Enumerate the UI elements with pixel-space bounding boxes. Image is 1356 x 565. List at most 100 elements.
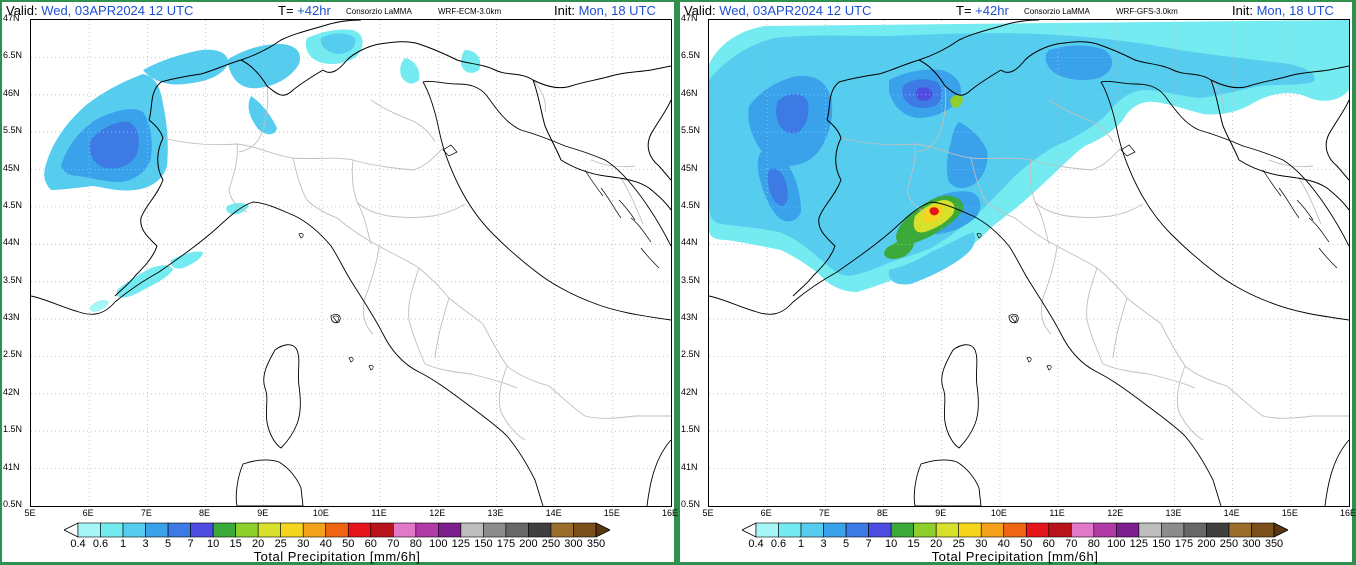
- colorbar-level-label: 25: [952, 538, 965, 550]
- precip-area: [767, 168, 788, 206]
- longitude-label: 6E: [760, 508, 772, 518]
- longitude-label: 15E: [1281, 508, 1298, 518]
- latitude-label: 44N: [681, 237, 698, 248]
- colorbar-box: [958, 522, 982, 538]
- colorbar-level-label: 250: [1219, 538, 1239, 550]
- colorbar-box: [483, 522, 507, 538]
- colorbar-level-label: 3: [142, 538, 149, 550]
- precip-area: [916, 87, 933, 101]
- t-label: T=: [278, 3, 294, 18]
- latitude-label: 41N: [3, 461, 20, 472]
- colorbar-box: [235, 522, 259, 538]
- colorbar-level-label: 70: [387, 538, 400, 550]
- latitude-label: 6.5N: [3, 50, 23, 61]
- precip-area: [1045, 45, 1113, 80]
- precip-area: [89, 299, 109, 312]
- latitude-label: 0.5N: [681, 499, 701, 509]
- colorbar-level-label: 7: [865, 538, 872, 550]
- latitude-label: 44N: [3, 237, 20, 248]
- elba-outline: [330, 314, 341, 324]
- valid-label: Valid:: [6, 3, 38, 18]
- init-value: Mon, 18 UTC: [1256, 3, 1334, 18]
- valid-label: Valid:: [684, 3, 716, 18]
- colorbar-title: Total Precipitation [mm/6h]: [253, 549, 421, 564]
- longitude-label: 16E: [661, 508, 679, 518]
- latitude-label: 47N: [681, 13, 698, 23]
- precip-area: [776, 94, 809, 134]
- colorbar-box: [325, 522, 349, 538]
- colorbar-level-label: 50: [1020, 538, 1033, 550]
- colorbar-level-label: 10: [207, 538, 220, 550]
- latitude-label: 42N: [681, 386, 698, 397]
- colorbar-level-label: 150: [1152, 538, 1171, 550]
- colorbar-level-label: 0.6: [770, 538, 787, 550]
- colorbar-level-label: 50: [342, 538, 355, 550]
- colorbar-box: [1228, 522, 1252, 538]
- region-boundaries: [840, 79, 1349, 441]
- colorbar-box: [347, 522, 372, 538]
- colorbar-box: [1138, 522, 1162, 538]
- latitude-label: 43N: [3, 312, 20, 323]
- colorbar-level-label: 7: [187, 538, 194, 550]
- colorbar-box: [212, 522, 236, 538]
- colorbar-level-label: 15: [229, 538, 242, 550]
- latitude-label: 46N: [681, 87, 698, 98]
- colorbar-level-label: 300: [564, 538, 583, 550]
- latitude-label: 3.5N: [681, 274, 701, 285]
- latitude-label: 45N: [3, 162, 20, 173]
- precip-area: [117, 265, 173, 298]
- precip-area: [400, 58, 420, 84]
- latitude-label: 46N: [3, 87, 20, 98]
- colorbar-level-label: 175: [1174, 538, 1194, 550]
- colorbar-box: [1025, 522, 1050, 538]
- colorbar-box: [913, 522, 937, 538]
- colorbar-box: [302, 522, 327, 538]
- colorbar-level-label: 350: [586, 538, 606, 550]
- colorbar-box: [1161, 522, 1185, 538]
- coastline: [709, 81, 1349, 506]
- colorbar-level-label: 30: [975, 538, 988, 550]
- colorbar-max-arrow: [1273, 522, 1289, 538]
- colorbar-box: [1093, 522, 1117, 538]
- latitude-label: 4.5N: [3, 199, 23, 210]
- latitude-label: 43N: [681, 312, 698, 323]
- latitude-label: 42N: [3, 386, 20, 397]
- elba-outline: [1008, 314, 1019, 324]
- colorbar-level-label: 60: [1042, 538, 1055, 550]
- colorbar-box: [145, 522, 169, 538]
- longitude-label: 9E: [935, 508, 947, 518]
- colorbar-box: [505, 522, 529, 538]
- longitude-label: 12E: [1107, 508, 1124, 518]
- colorbar-box: [1070, 522, 1095, 538]
- forecast-hour: T= +42hr: [956, 3, 1009, 19]
- colorbar-level-label: 1: [119, 538, 127, 550]
- colorbar-box: [573, 522, 597, 538]
- longitude-label: 7E: [140, 508, 152, 518]
- region-boundaries: [162, 79, 671, 441]
- colorbar-min-arrow: [63, 522, 79, 538]
- sardinia-outline: [235, 459, 304, 506]
- colorbar-level-label: 20: [252, 538, 265, 550]
- colorbar-level-label: 125: [1129, 538, 1149, 550]
- colorbar-box: [528, 522, 552, 538]
- colorbar-box: [1183, 522, 1207, 538]
- colorbar-level-label: 100: [1107, 538, 1126, 550]
- colorbar-level-label: 80: [409, 538, 422, 550]
- t-label: T=: [956, 3, 972, 18]
- longitude-label: 14E: [1223, 508, 1240, 518]
- corsica-outline: [263, 344, 301, 449]
- colorbar-box: [845, 522, 869, 538]
- colorbar-box: [755, 522, 779, 538]
- latitude-label: 5.5N: [3, 125, 23, 136]
- colorbar: 0.4 0.6 1 3 5 7 10 15 20 25 30 40 50 60 70 80 100 125 150 1…: [63, 522, 611, 564]
- longitude-label: 9E: [257, 508, 269, 518]
- small-islands: [298, 144, 660, 371]
- colorbar-level-label: 100: [429, 538, 448, 550]
- colorbar-level-label: 0.6: [92, 538, 109, 550]
- longitude-label: 13E: [1165, 508, 1182, 518]
- init-label: Init:: [1232, 3, 1253, 18]
- latitude-label: 3.5N: [3, 274, 23, 285]
- colorbar-level-label: 15: [907, 538, 920, 550]
- longitude-label: 15E: [603, 508, 620, 518]
- colorbar-level-label: 5: [843, 538, 850, 550]
